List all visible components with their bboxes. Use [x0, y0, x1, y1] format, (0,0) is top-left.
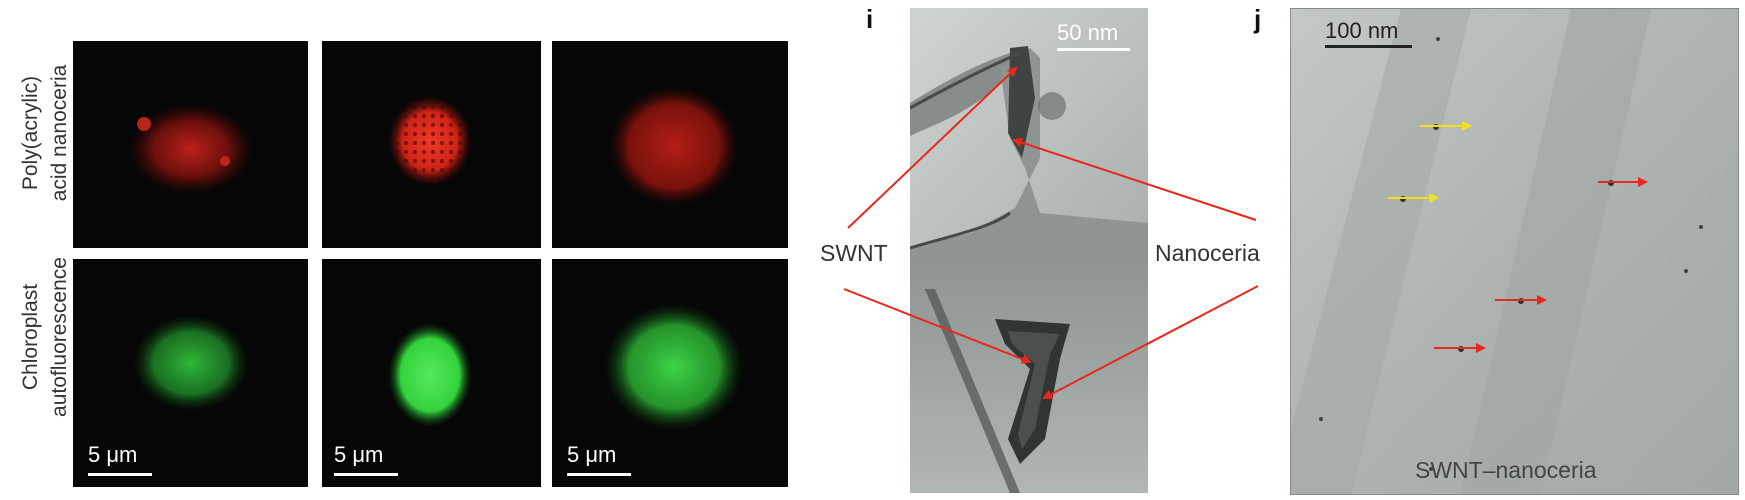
- fluorescence-red-2: [322, 41, 541, 248]
- scale-bar-i: [1057, 48, 1130, 51]
- scale-bar-2: [334, 473, 398, 476]
- fluorescence-green-3: [552, 259, 788, 487]
- scale-bar-label-2: 5 μm: [334, 442, 384, 467]
- fluorescence-green-2: [322, 259, 541, 487]
- swnt-label: SWNT: [820, 240, 888, 266]
- nanoceria-label: Nanoceria: [1155, 240, 1260, 266]
- panel-letter-j: j: [1254, 4, 1262, 34]
- scale-bar-1: [88, 473, 152, 476]
- panel-letter-i: i: [866, 4, 874, 34]
- row-label-chloroplast: Chloroplast autofluorescence: [19, 257, 71, 417]
- scale-bar-label-1: 5 μm: [88, 442, 138, 467]
- scale-bar-label-3: 5 μm: [567, 442, 617, 467]
- scale-bar-3: [567, 473, 631, 476]
- row-label-poly-acrylic: Poly(acrylic) acid nanoceria: [19, 64, 71, 202]
- tem-image-j: [1290, 8, 1739, 495]
- tem-image-i-bottom: [910, 259, 1148, 493]
- fluorescence-red-3: [552, 41, 788, 248]
- panel-j-caption: SWNT–nanoceria: [1415, 457, 1597, 483]
- fluorescence-green-1: [73, 259, 308, 487]
- scale-bar-j: [1325, 45, 1412, 48]
- scale-bar-label-j: 100 nm: [1325, 18, 1399, 43]
- fluorescence-red-1: [73, 41, 308, 248]
- scale-bar-label-i: 50 nm: [1057, 20, 1119, 45]
